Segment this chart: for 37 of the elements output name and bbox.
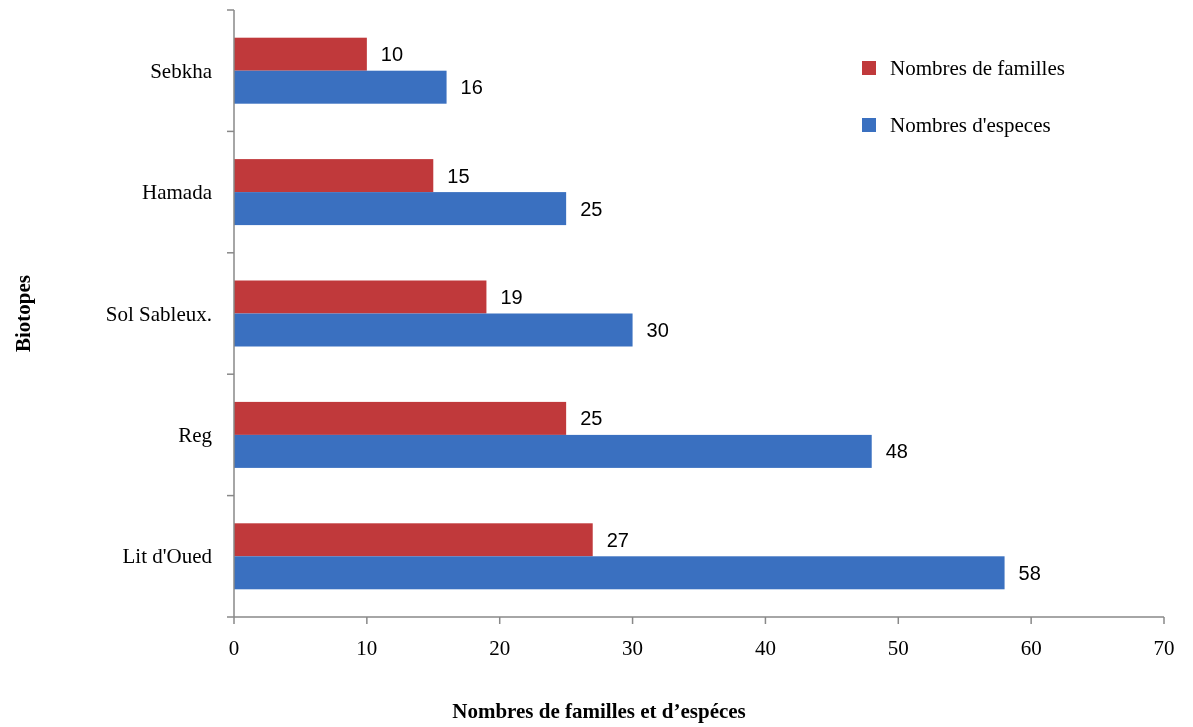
y-tick-label: Lit d'Oued (122, 544, 213, 569)
y-tick-label: Sol Sableux. (105, 301, 212, 326)
x-tick-label: 50 (887, 636, 909, 660)
x-tick-label: 60 (1020, 636, 1042, 660)
bar (234, 280, 487, 314)
data-label: 30 (646, 319, 669, 341)
x-tick-label: 30 (622, 636, 644, 660)
legend-label: Nombres d'especes (890, 113, 1051, 137)
bar (234, 556, 1005, 590)
y-tick-label: Hamada (142, 180, 213, 205)
data-label: 19 (500, 286, 523, 308)
x-tick-label: 40 (754, 636, 776, 660)
bar (234, 434, 872, 468)
x-tick-label: 70 (1153, 636, 1175, 660)
x-tick-label: 0 (228, 636, 240, 660)
x-tick-label: 10 (356, 636, 378, 660)
data-label: 16 (460, 76, 483, 99)
data-label: 25 (580, 197, 603, 220)
x-axis-title: Nombres de familles et d’espéces (452, 699, 746, 723)
y-tick-label: Reg (178, 422, 213, 447)
bar (234, 401, 567, 435)
bar (234, 159, 434, 193)
data-label: 58 (1018, 561, 1041, 584)
legend-label: Nombres de familles (890, 56, 1065, 80)
data-label: 48 (885, 440, 908, 463)
bar (234, 523, 593, 557)
data-label: 10 (380, 43, 404, 66)
data-label: 25 (580, 407, 603, 430)
data-label: 27 (606, 528, 629, 551)
bar (234, 37, 367, 71)
bar (234, 192, 567, 226)
bar (234, 313, 633, 347)
data-label: 15 (447, 164, 470, 187)
bar (234, 70, 447, 104)
y-axis-title: Biotopes (11, 274, 35, 353)
y-tick-label: Sebkha (150, 58, 213, 83)
x-tick-label: 20 (489, 636, 511, 660)
